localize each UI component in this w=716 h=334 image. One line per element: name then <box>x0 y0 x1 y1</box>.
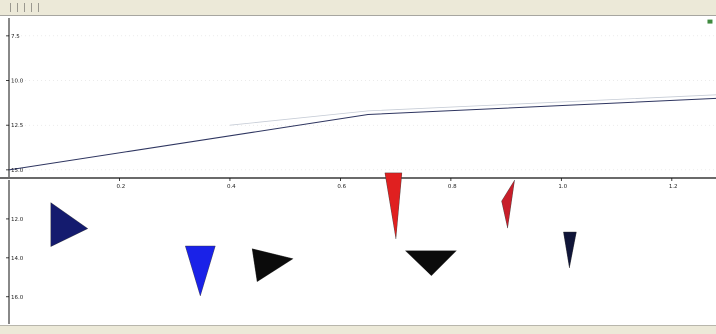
top-axes: 7.5 10.0 12.5 15.0 <box>6 18 24 177</box>
marker <box>384 172 403 239</box>
marker-shape <box>251 248 294 283</box>
series-line-2 <box>229 94 716 126</box>
x-axis-ticks: 0.2 0.4 0.6 0.8 1.0 1.2 <box>0 177 716 190</box>
bottom-y-tick-label: 16.0 <box>11 295 24 301</box>
x-tick-label: 0.2 <box>116 184 125 190</box>
top-y-tick-label: 7.5 <box>11 34 20 40</box>
marker-shape <box>563 231 577 269</box>
marker-shape <box>501 179 515 229</box>
bottom-y-tick-label: 12.0 <box>11 217 24 223</box>
x-tick-label: 1.2 <box>669 184 678 190</box>
marker <box>563 231 577 269</box>
bottom-y-tick-label: 14.0 <box>11 256 24 262</box>
marker <box>404 250 457 276</box>
marker <box>501 179 515 229</box>
plot-canvas[interactable]: 7.510.012.515.0 0.2 0.4 0.6 0.8 1.0 1.2 12.01… <box>0 16 716 325</box>
marker-shape <box>384 172 403 239</box>
marker-shape <box>404 250 457 276</box>
status-bar <box>0 325 716 334</box>
menu-bar <box>0 0 716 16</box>
x-tick-label: 0.4 <box>227 184 236 190</box>
menu-separator <box>10 3 11 12</box>
series-end-marker <box>707 19 713 24</box>
marker-shape <box>50 202 89 247</box>
top-y-tick-label: 12.5 <box>11 123 24 129</box>
top-y-tick-label: 10.0 <box>11 79 24 85</box>
marker-shape <box>185 245 216 297</box>
bottom-axes: 12.0 14.0 16.0 <box>6 180 24 324</box>
menu-separator <box>31 3 32 12</box>
x-tick-label: 1.0 <box>558 184 567 190</box>
marker <box>185 245 216 297</box>
menu-separator <box>17 3 18 12</box>
top-y-tick-label: 15.0 <box>11 168 24 174</box>
menu-separator <box>24 3 25 12</box>
marker <box>251 248 294 283</box>
x-tick-label: 0.8 <box>448 184 457 190</box>
menu-separator <box>38 3 39 12</box>
markers-layer <box>50 172 577 297</box>
x-tick-label: 0.6 <box>337 184 346 190</box>
marker <box>50 202 89 247</box>
top-series <box>8 19 716 171</box>
series-line-1 <box>8 97 716 171</box>
